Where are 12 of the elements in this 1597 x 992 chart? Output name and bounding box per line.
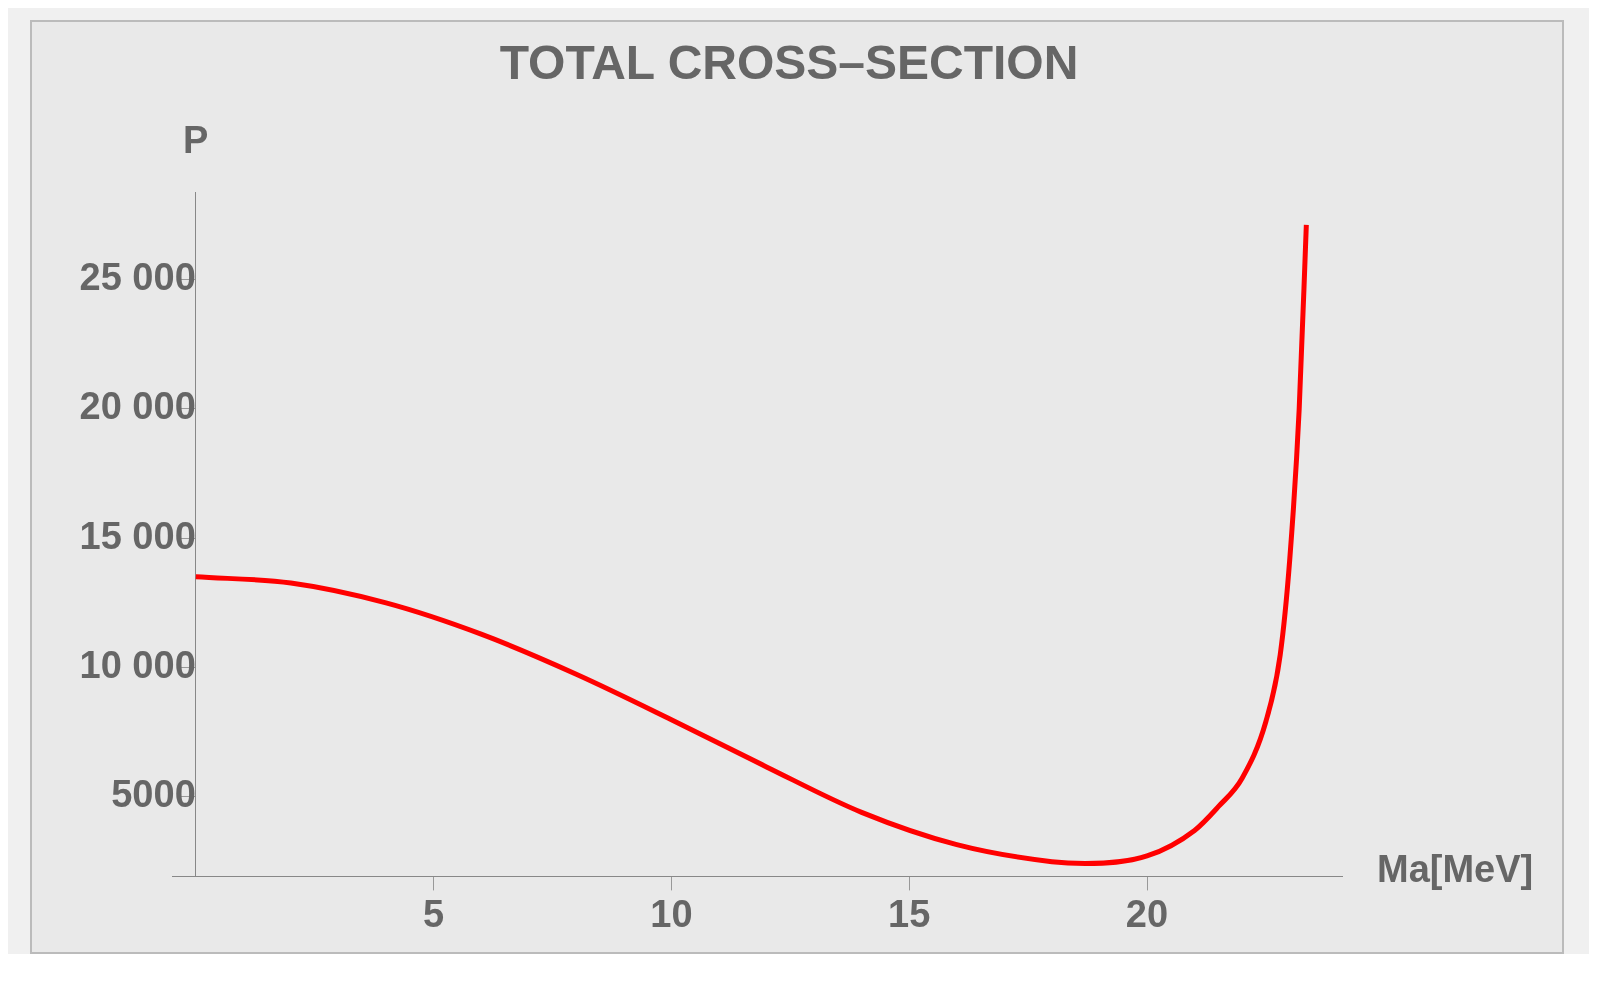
x-tick-label: 5 — [423, 892, 445, 935]
x-tick-label: 10 — [650, 892, 693, 935]
chart-title: TOTAL CROSS–SECTION — [499, 36, 1079, 90]
y-tick-label: 5000 — [111, 772, 196, 815]
x-axis-title: Ma[MeV] — [1377, 847, 1534, 890]
x-tick-label: 15 — [888, 892, 931, 935]
x-tick-label: 20 — [1125, 892, 1169, 935]
y-axis-title: P — [183, 119, 209, 162]
y-tick-label: 15 000 — [79, 514, 196, 557]
y-tick-label: 20 000 — [79, 385, 196, 428]
y-tick-label: 10 000 — [79, 643, 196, 686]
y-tick-label: 25 000 — [79, 256, 196, 299]
